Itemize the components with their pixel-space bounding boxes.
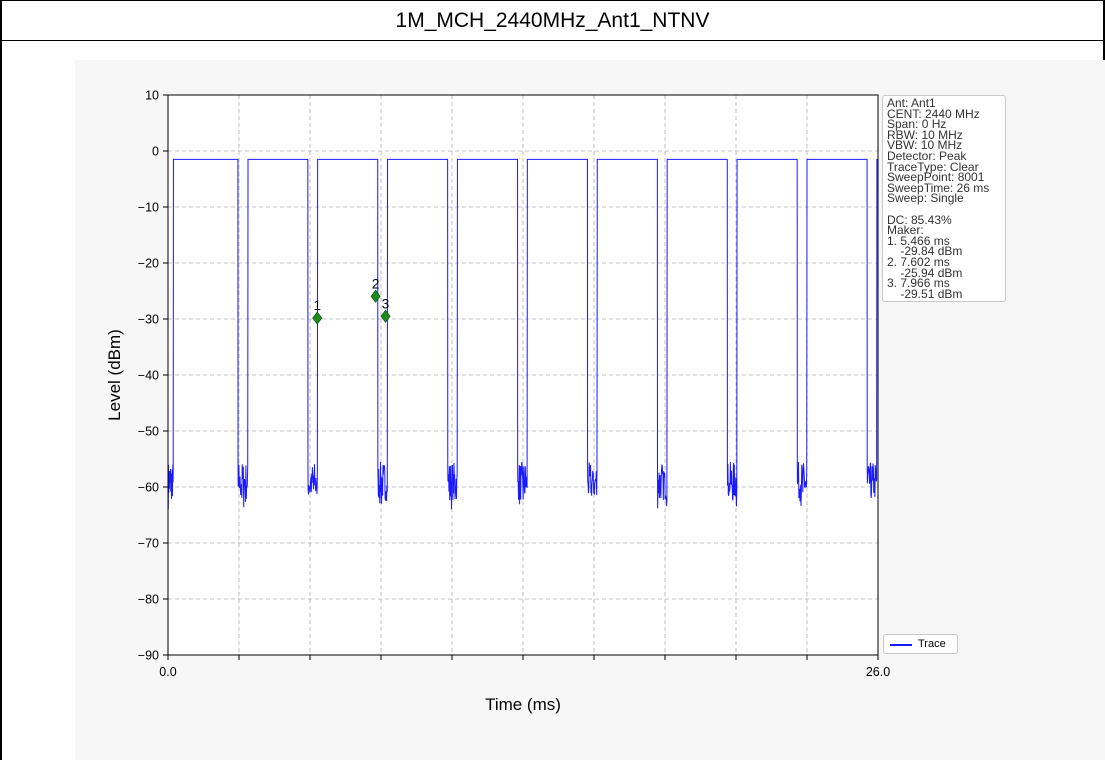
y-tick-label: −80 (138, 593, 159, 607)
trace-legend-swatch (890, 644, 912, 646)
y-tick-label: 0 (152, 145, 159, 159)
trace-legend-label: Trace (918, 638, 946, 650)
marker-label: 3 (382, 296, 390, 311)
info-line: -29.51 dBm (887, 286, 963, 301)
trace-line (167, 158, 878, 510)
y-tick-label: −90 (138, 649, 159, 663)
info-line: 3. 7.966 ms (887, 276, 950, 291)
page-title: 1M_MCH_2440MHz_Ant1_NTNV (395, 8, 710, 32)
y-tick-label: 10 (145, 89, 159, 103)
info-line: CENT: 2440 MHz (887, 106, 980, 121)
marker-point (370, 289, 381, 303)
x-tick-label: 26.0 (866, 665, 890, 679)
info-line: -25.94 dBm (887, 265, 963, 280)
y-tick-label: −10 (138, 201, 159, 215)
marker-label: 1 (314, 298, 322, 313)
y-tick-label: −40 (138, 369, 159, 383)
y-tick-label: −20 (138, 257, 159, 271)
y-tick-label: −70 (138, 537, 159, 551)
y-tick-label: −60 (138, 481, 159, 495)
marker-point (380, 309, 391, 323)
info-line: Ant: Ant1 (887, 96, 936, 110)
info-line: SweepPoint: 8001 (887, 170, 985, 185)
marker-point (312, 311, 323, 325)
info-line: Sweep: Single (887, 191, 964, 206)
info-line: 2. 7.602 ms (887, 254, 950, 269)
info-line: TraceType: Clear (887, 159, 979, 174)
info-line: Detector: Peak (887, 148, 967, 163)
info-line: -29.84 dBm (887, 244, 963, 259)
info-line: SweepTime: 26 ms (887, 180, 990, 195)
measurement-info-box: Ant: Ant1 CENT: 2440 MHz Span: 0 Hz RBW: 10… (882, 95, 1006, 303)
info-line: 1. 5.466 ms (887, 233, 950, 248)
info-line: Maker: (887, 223, 924, 238)
title-bar: 1M_MCH_2440MHz_Ant1_NTNV (0, 0, 1105, 41)
info-line: DC: 85.43% (887, 212, 952, 227)
trace-legend: Trace (883, 634, 958, 654)
x-axis-label: Time (ms) (485, 695, 561, 714)
y-tick-label: −30 (138, 313, 159, 327)
info-line: Span: 0 Hz (887, 117, 947, 132)
y-axis-label: Level (dBm) (105, 329, 124, 421)
marker-label: 2 (372, 276, 380, 291)
x-tick-label: 0.0 (159, 665, 176, 679)
info-line: RBW: 10 MHz (887, 127, 963, 142)
info-line: VBW: 10 MHz (887, 138, 963, 153)
y-tick-label: −50 (138, 425, 159, 439)
